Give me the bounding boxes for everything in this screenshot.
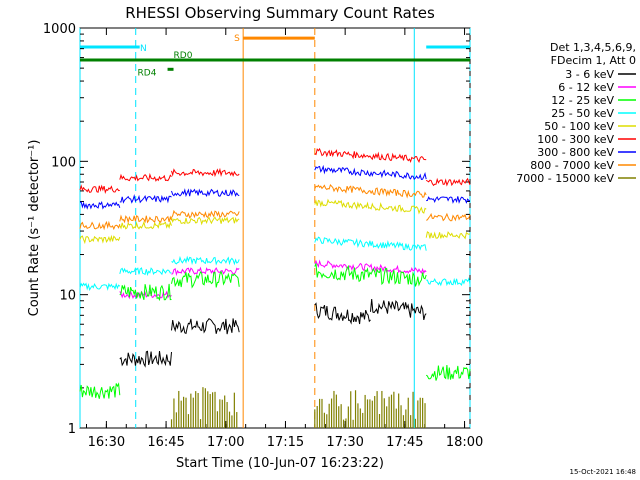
- series-line-25-50-kev: [426, 277, 471, 287]
- series-line-6-12-kev: [171, 266, 240, 277]
- series-line-3-6-kev: [119, 350, 172, 368]
- series-line-100-300-kev: [171, 167, 240, 178]
- annotation-label-n: N: [140, 44, 147, 54]
- legend-label-7000-15000-kev: 7000 - 15000 keV: [516, 172, 614, 185]
- series-line-25-50-kev: [119, 267, 172, 277]
- legend-label-100-300-kev: 100 - 300 keV: [537, 133, 614, 146]
- series-line-300-800-kev: [426, 196, 471, 204]
- x-tick-label-5: 17:45: [386, 435, 423, 450]
- annotation-label-rd0: RD0: [174, 51, 193, 61]
- legend-label-300-800-kev: 300 - 800 keV: [537, 146, 614, 159]
- legend-label-800-7000-kev: 800 - 7000 keV: [530, 159, 614, 172]
- legend-label-25-50-kev: 25 - 50 keV: [551, 107, 614, 120]
- y-tick-label-2: 100: [51, 155, 76, 170]
- series-line-12-25-kev: [314, 263, 427, 287]
- series-line-300-800-kev: [119, 193, 172, 204]
- series-line-6-12-kev: [314, 259, 427, 275]
- x-tick-label-4: 17:30: [326, 435, 363, 450]
- series-line-25-50-kev: [171, 255, 240, 266]
- series-line-50-100-kev: [171, 216, 240, 226]
- annotation-label-s: S: [234, 34, 240, 44]
- y-tick-label-3: 1000: [43, 22, 76, 37]
- series-line-300-800-kev: [171, 188, 240, 198]
- x-axis-label: Start Time (10-Jun-07 16:23:22): [176, 456, 384, 471]
- x-tick-label-2: 17:00: [207, 435, 244, 450]
- series-line-100-300-kev: [314, 147, 427, 164]
- footer-timestamp: 15-Oct-2021 16:48: [570, 468, 636, 476]
- x-tick-label-1: 16:45: [147, 435, 184, 450]
- series-line-50-100-kev: [314, 198, 427, 215]
- series-line-800-7000-kev: [171, 209, 240, 219]
- legend-header-line-1: Det 1,3,4,5,6,9,: [550, 41, 636, 54]
- legend-header-line-2: FDecim 1, Att 0: [551, 54, 636, 67]
- series-line-100-300-kev: [119, 172, 172, 182]
- series-line-800-7000-kev: [426, 212, 471, 222]
- series-line-300-800-kev: [314, 164, 427, 181]
- y-tick-label-0: 1: [68, 422, 76, 437]
- series-line-100-300-kev: [79, 184, 120, 194]
- series-line-300-800-kev: [79, 200, 121, 210]
- x-tick-label-3: 17:15: [267, 435, 304, 450]
- annotation-label-rd4: RD4: [138, 68, 157, 78]
- y-axis-label: Count Rate (s⁻¹ detector⁻¹): [27, 140, 42, 317]
- series-line-50-100-kev: [425, 231, 471, 240]
- series-line-12-25-kev: [79, 382, 121, 399]
- chart-title: RHESSI Observing Summary Count Rates: [125, 4, 435, 22]
- series-line-25-50-kev: [314, 236, 427, 251]
- series-line-3-6-kev: [314, 302, 371, 325]
- series-line-3-6-kev: [171, 318, 240, 335]
- series-line-3-6-kev: [370, 299, 427, 321]
- series-line-800-7000-kev: [119, 214, 172, 224]
- y-tick-label-1: 10: [59, 289, 76, 304]
- series-line-6-12-kev: [119, 289, 172, 300]
- series-line-50-100-kev: [79, 234, 121, 245]
- series-line-25-50-kev: [79, 282, 121, 291]
- series-line-800-7000-kev: [79, 220, 121, 231]
- x-tick-label-0: 16:30: [88, 435, 125, 450]
- series-line-12-25-kev: [119, 283, 172, 302]
- legend-label-3-6-kev: 3 - 6 keV: [565, 68, 614, 81]
- legend-label-6-12-kev: 6 - 12 keV: [558, 81, 614, 94]
- x-tick-label-6: 18:00: [446, 435, 483, 450]
- legend-label-12-25-kev: 12 - 25 keV: [551, 94, 614, 107]
- legend-label-50-100-kev: 50 - 100 keV: [544, 120, 614, 133]
- series-line-50-100-kev: [119, 220, 172, 230]
- series-line-12-25-kev: [425, 365, 471, 381]
- series-line-800-7000-kev: [314, 184, 427, 199]
- series-line-100-300-kev: [425, 177, 471, 187]
- series-line-12-25-kev: [171, 270, 240, 289]
